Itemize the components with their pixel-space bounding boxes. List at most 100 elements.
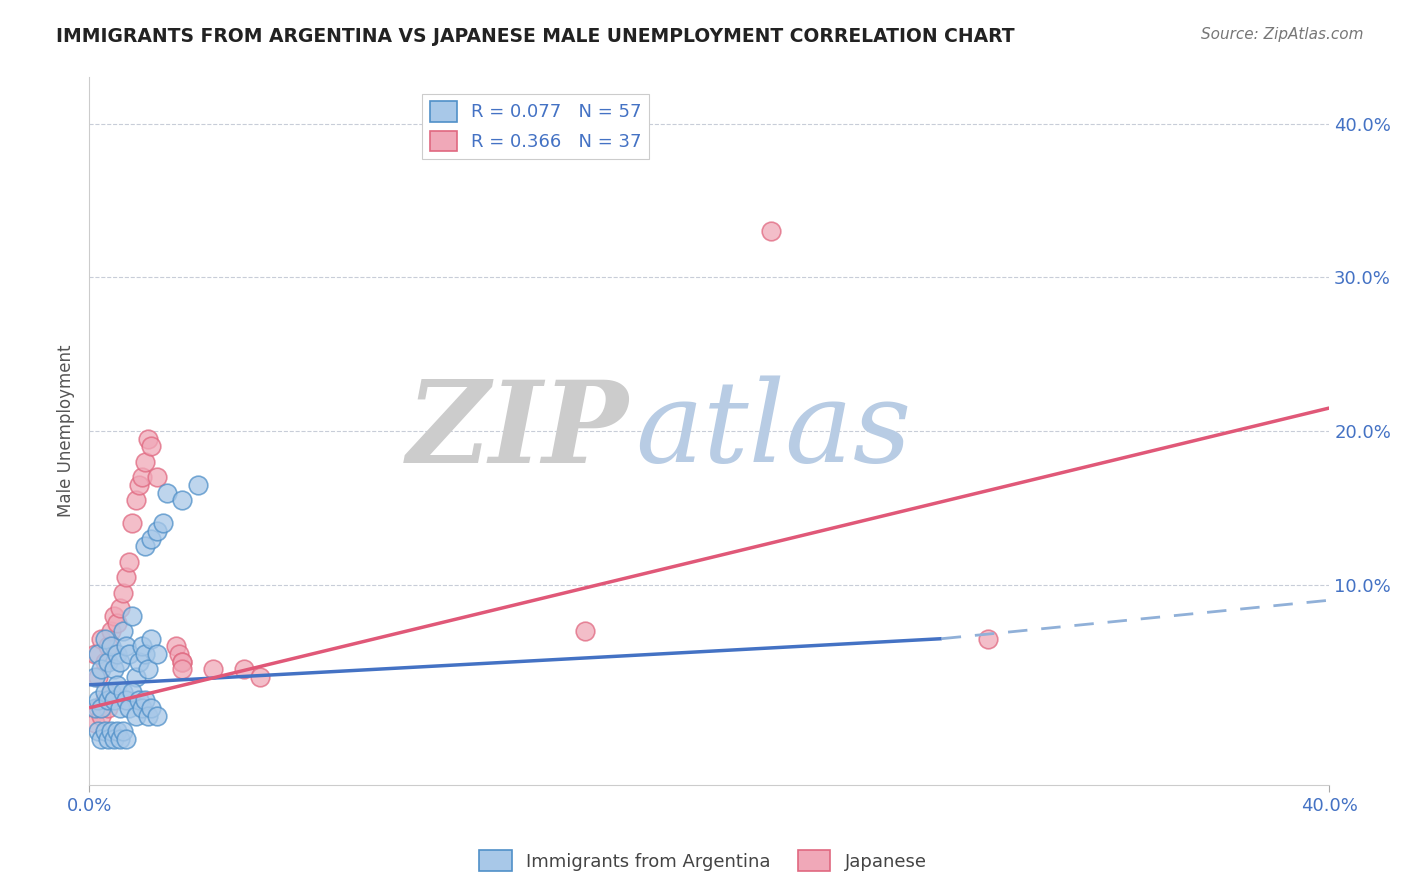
Point: [84, 670, 107, 684]
Point: [146, 708, 169, 723]
Point: [115, 570, 138, 584]
Point: [103, 693, 125, 707]
Text: IMMIGRANTS FROM ARGENTINA VS JAPANESE MALE UNEMPLOYMENT CORRELATION CHART: IMMIGRANTS FROM ARGENTINA VS JAPANESE MA…: [56, 27, 1015, 45]
Point: [146, 524, 169, 538]
Point: [172, 655, 194, 669]
Point: [108, 731, 131, 746]
Point: [136, 432, 159, 446]
Point: [118, 555, 141, 569]
Point: [136, 662, 159, 676]
Point: [105, 647, 128, 661]
Point: [87, 647, 110, 661]
Point: [124, 708, 146, 723]
Point: [139, 701, 162, 715]
Point: [172, 662, 194, 676]
Point: [108, 701, 131, 715]
Point: [108, 601, 131, 615]
Point: [759, 224, 782, 238]
Point: [93, 655, 115, 669]
Point: [112, 685, 135, 699]
Point: [187, 478, 209, 492]
Point: [87, 701, 110, 715]
Text: atlas: atlas: [634, 376, 911, 486]
Point: [134, 455, 156, 469]
Point: [134, 693, 156, 707]
Point: [146, 647, 169, 661]
Point: [97, 655, 120, 669]
Point: [134, 540, 156, 554]
Point: [87, 693, 110, 707]
Point: [112, 723, 135, 738]
Point: [146, 470, 169, 484]
Point: [105, 723, 128, 738]
Point: [121, 685, 143, 699]
Point: [100, 685, 122, 699]
Point: [121, 608, 143, 623]
Point: [97, 693, 120, 707]
Legend: R = 0.077   N = 57, R = 0.366   N = 37: R = 0.077 N = 57, R = 0.366 N = 37: [422, 94, 648, 159]
Point: [249, 670, 271, 684]
Point: [124, 493, 146, 508]
Point: [167, 647, 190, 661]
Point: [93, 723, 115, 738]
Point: [977, 632, 1000, 646]
Point: [100, 723, 122, 738]
Point: [128, 655, 150, 669]
Point: [90, 632, 112, 646]
Point: [93, 685, 115, 699]
Point: [100, 685, 122, 699]
Point: [131, 701, 153, 715]
Point: [90, 662, 112, 676]
Text: ZIP: ZIP: [406, 376, 628, 487]
Point: [134, 647, 156, 661]
Point: [139, 532, 162, 546]
Point: [97, 701, 120, 715]
Point: [100, 640, 122, 654]
Point: [108, 655, 131, 669]
Point: [105, 678, 128, 692]
Point: [131, 470, 153, 484]
Point: [90, 708, 112, 723]
Point: [128, 478, 150, 492]
Point: [103, 731, 125, 746]
Point: [115, 731, 138, 746]
Point: [131, 640, 153, 654]
Point: [115, 693, 138, 707]
Point: [100, 624, 122, 638]
Point: [233, 662, 256, 676]
Point: [84, 716, 107, 731]
Point: [202, 662, 225, 676]
Point: [172, 655, 194, 669]
Point: [97, 640, 120, 654]
Point: [139, 632, 162, 646]
Point: [87, 670, 110, 684]
Point: [165, 640, 187, 654]
Point: [90, 701, 112, 715]
Point: [115, 640, 138, 654]
Point: [84, 701, 107, 715]
Point: [152, 516, 174, 531]
Point: [112, 624, 135, 638]
Point: [93, 632, 115, 646]
Point: [93, 693, 115, 707]
Point: [87, 723, 110, 738]
Point: [121, 516, 143, 531]
Point: [84, 647, 107, 661]
Point: [118, 701, 141, 715]
Point: [172, 493, 194, 508]
Point: [118, 647, 141, 661]
Point: [139, 440, 162, 454]
Point: [90, 731, 112, 746]
Legend: Immigrants from Argentina, Japanese: Immigrants from Argentina, Japanese: [472, 843, 934, 879]
Point: [128, 693, 150, 707]
Point: [136, 708, 159, 723]
Point: [103, 608, 125, 623]
Text: Source: ZipAtlas.com: Source: ZipAtlas.com: [1201, 27, 1364, 42]
Point: [124, 670, 146, 684]
Point: [103, 662, 125, 676]
Point: [112, 585, 135, 599]
Point: [574, 624, 596, 638]
Point: [105, 616, 128, 631]
Point: [97, 731, 120, 746]
Point: [155, 485, 177, 500]
